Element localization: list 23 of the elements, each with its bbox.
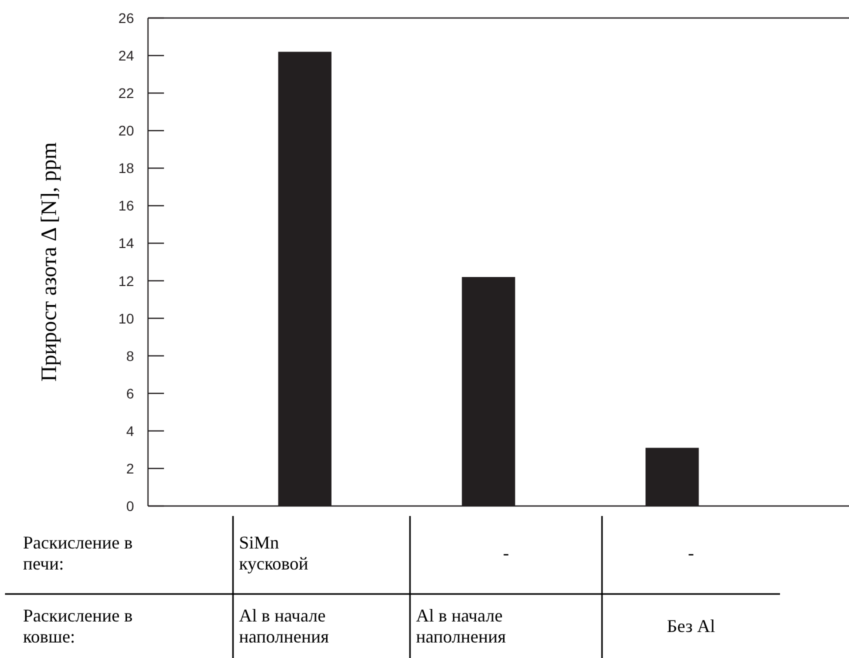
y-tick-label: 18 — [118, 160, 134, 176]
y-tick-label: 16 — [118, 198, 134, 214]
y-tick-label: 22 — [118, 85, 134, 102]
y-tick-label: 0 — [126, 498, 134, 514]
text: Al в начале наполнения — [416, 606, 506, 646]
y-tick-label: 12 — [118, 272, 134, 289]
x-tick-label: - — [688, 543, 694, 563]
y-tick-label: 4 — [126, 422, 134, 439]
y-tick-label: 20 — [118, 122, 134, 139]
y-tick-label: 8 — [126, 348, 134, 364]
text: Раскисление в печи: — [23, 532, 133, 574]
y-tick-label: 14 — [118, 235, 134, 252]
x-tick-label: - — [503, 543, 509, 563]
y-tick-label: 2 — [126, 460, 134, 476]
x-tick-label: SiMn кусковой — [239, 532, 309, 574]
y-tick-label: 10 — [118, 310, 134, 326]
text: Al в начале наполнения — [239, 606, 329, 646]
y-tick-label: 6 — [126, 385, 134, 402]
y-tick-label: 24 — [118, 48, 134, 64]
y-tick-label: 26 — [118, 10, 134, 26]
text: Без Al — [666, 616, 716, 636]
y-axis-title: Прирост азота Δ [N], ppm — [36, 142, 61, 382]
text: Раскисление в ковше: — [23, 606, 133, 646]
